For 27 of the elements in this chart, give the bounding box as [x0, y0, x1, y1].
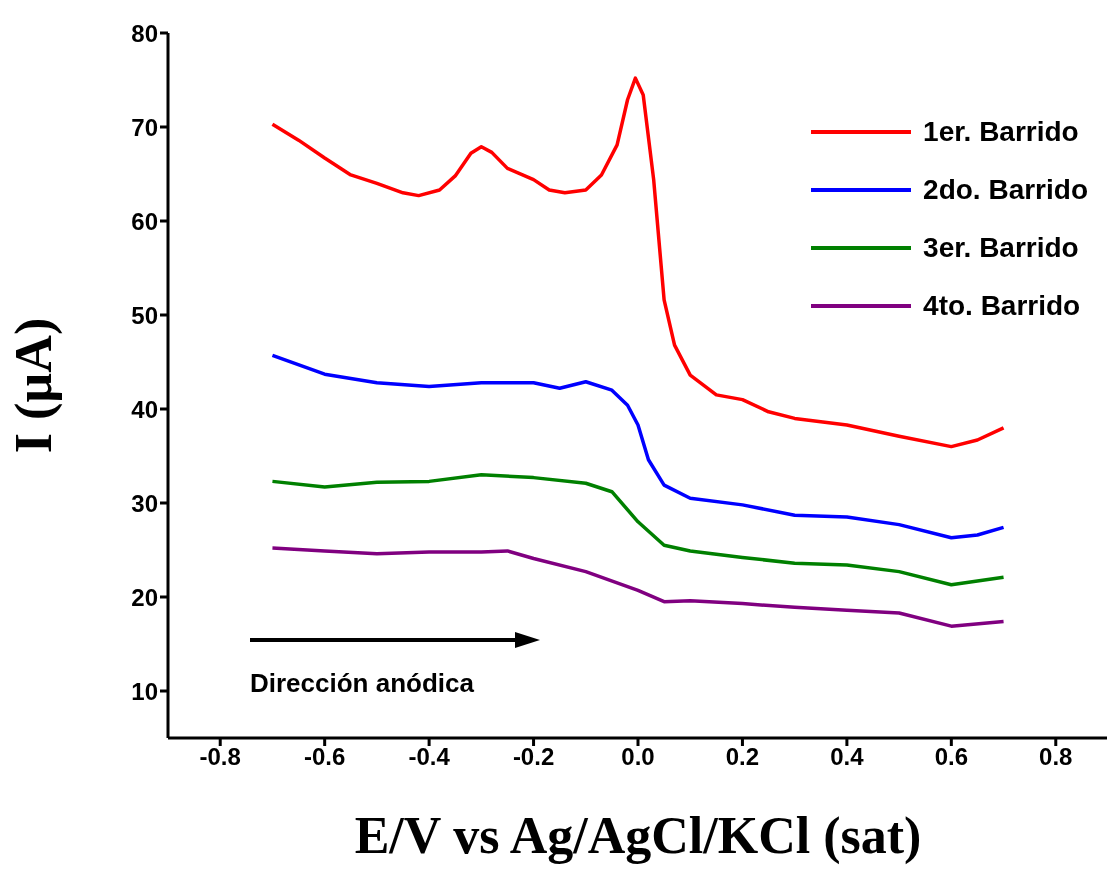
y-tick-label: 80	[131, 19, 158, 47]
legend-label: 3er. Barrido	[923, 232, 1079, 264]
line-series	[270, 353, 1006, 540]
line-series	[270, 473, 1006, 587]
x-tick-label: -0.8	[199, 743, 241, 771]
legend-label: 2do. Barrido	[923, 174, 1088, 206]
y-axis-title: I (µA)	[5, 317, 64, 454]
x-axis-title: E/V vs Ag/AgCl/KCl (sat)	[354, 807, 922, 865]
y-tick-label: 10	[131, 677, 158, 705]
x-tick-label: 0.0	[621, 743, 655, 771]
y-tick-label: 50	[131, 301, 158, 329]
y-tick-label: 40	[131, 395, 158, 423]
x-tick-label: 0.6	[934, 743, 969, 771]
line-series	[270, 546, 1006, 628]
x-tick-label: 0.4	[830, 743, 865, 771]
x-tick-label: -0.6	[303, 743, 346, 771]
y-tick-label: 60	[131, 207, 158, 235]
y-tick-label: 70	[131, 113, 158, 141]
x-tick-label: 0.2	[725, 743, 760, 771]
y-tick-label: 30	[131, 489, 158, 517]
x-tick-label: -0.4	[408, 743, 451, 771]
legend-label: 1er. Barrido	[923, 116, 1079, 148]
x-tick-label: -0.2	[512, 743, 555, 771]
y-tick-label: 20	[131, 583, 158, 611]
legend-label: 4to. Barrido	[923, 290, 1081, 322]
x-tick-label: 0.8	[1039, 743, 1073, 771]
annotation: Dirección anódica	[250, 668, 474, 699]
